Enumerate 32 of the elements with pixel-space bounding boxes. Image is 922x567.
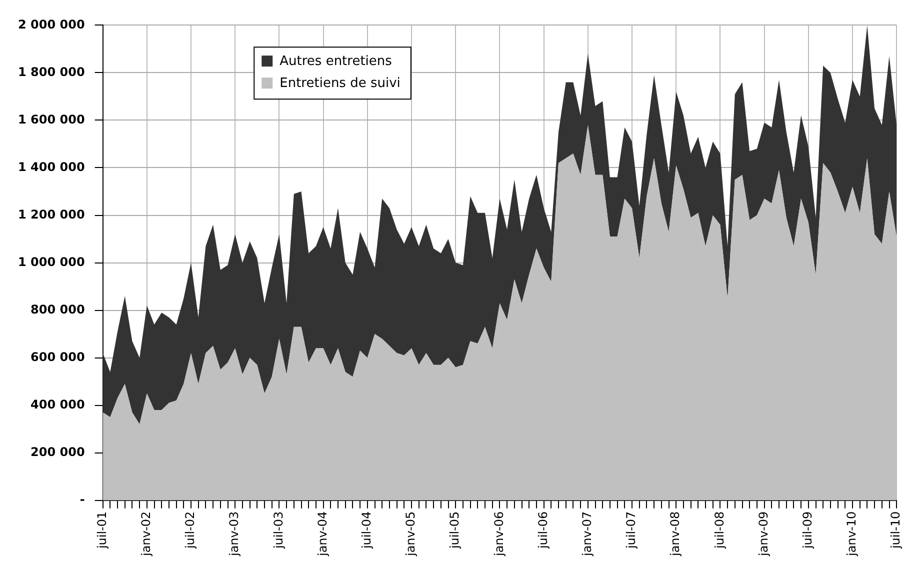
x-tick-label: juil-01 [94,511,109,550]
y-tick-label: 1 800 000 [18,64,85,79]
y-tick-label: 1 200 000 [18,207,85,222]
x-tick-label: janv-09 [756,511,770,557]
x-tick-label: juil-06 [536,511,550,550]
x-tick-label: juil-05 [448,511,462,550]
x-tick-label: janv-05 [404,511,418,557]
legend-label: Autres entretiens [280,54,392,69]
y-tick-label: 1 000 000 [18,254,85,269]
x-tick-label: juil-03 [271,511,286,550]
x-tick-label: janv-03 [227,511,242,557]
y-tick-label: 1 600 000 [18,112,85,126]
y-tick-label: 2 000 000 [18,17,85,32]
x-tick-label: juil-02 [183,511,198,550]
x-tick-label: janv-08 [668,511,682,557]
y-tick-label: 200 000 [30,444,85,459]
x-tick-label: janv-07 [580,511,594,557]
x-tick-label: juil-09 [800,511,815,550]
y-tick-label: 1 400 000 [18,160,85,174]
legend-label: Entretiens de suivi [280,76,400,91]
x-tick-label: janv-02 [139,511,154,557]
y-tick-label: 600 000 [30,350,85,364]
x-tick-label: janv-10 [844,511,859,557]
x-tick-label: juil-07 [624,511,638,550]
x-tick-label: juil-10 [888,511,903,550]
x-tick-label: janv-06 [492,511,506,557]
y-tick-label: 800 000 [30,302,85,316]
x-tick-label: juil-04 [360,511,374,550]
y-tick-label: - [80,492,85,506]
y-tick-label: 400 000 [30,397,85,412]
x-tick-label: janv-04 [315,511,330,557]
x-tick-label: juil-08 [712,511,726,550]
